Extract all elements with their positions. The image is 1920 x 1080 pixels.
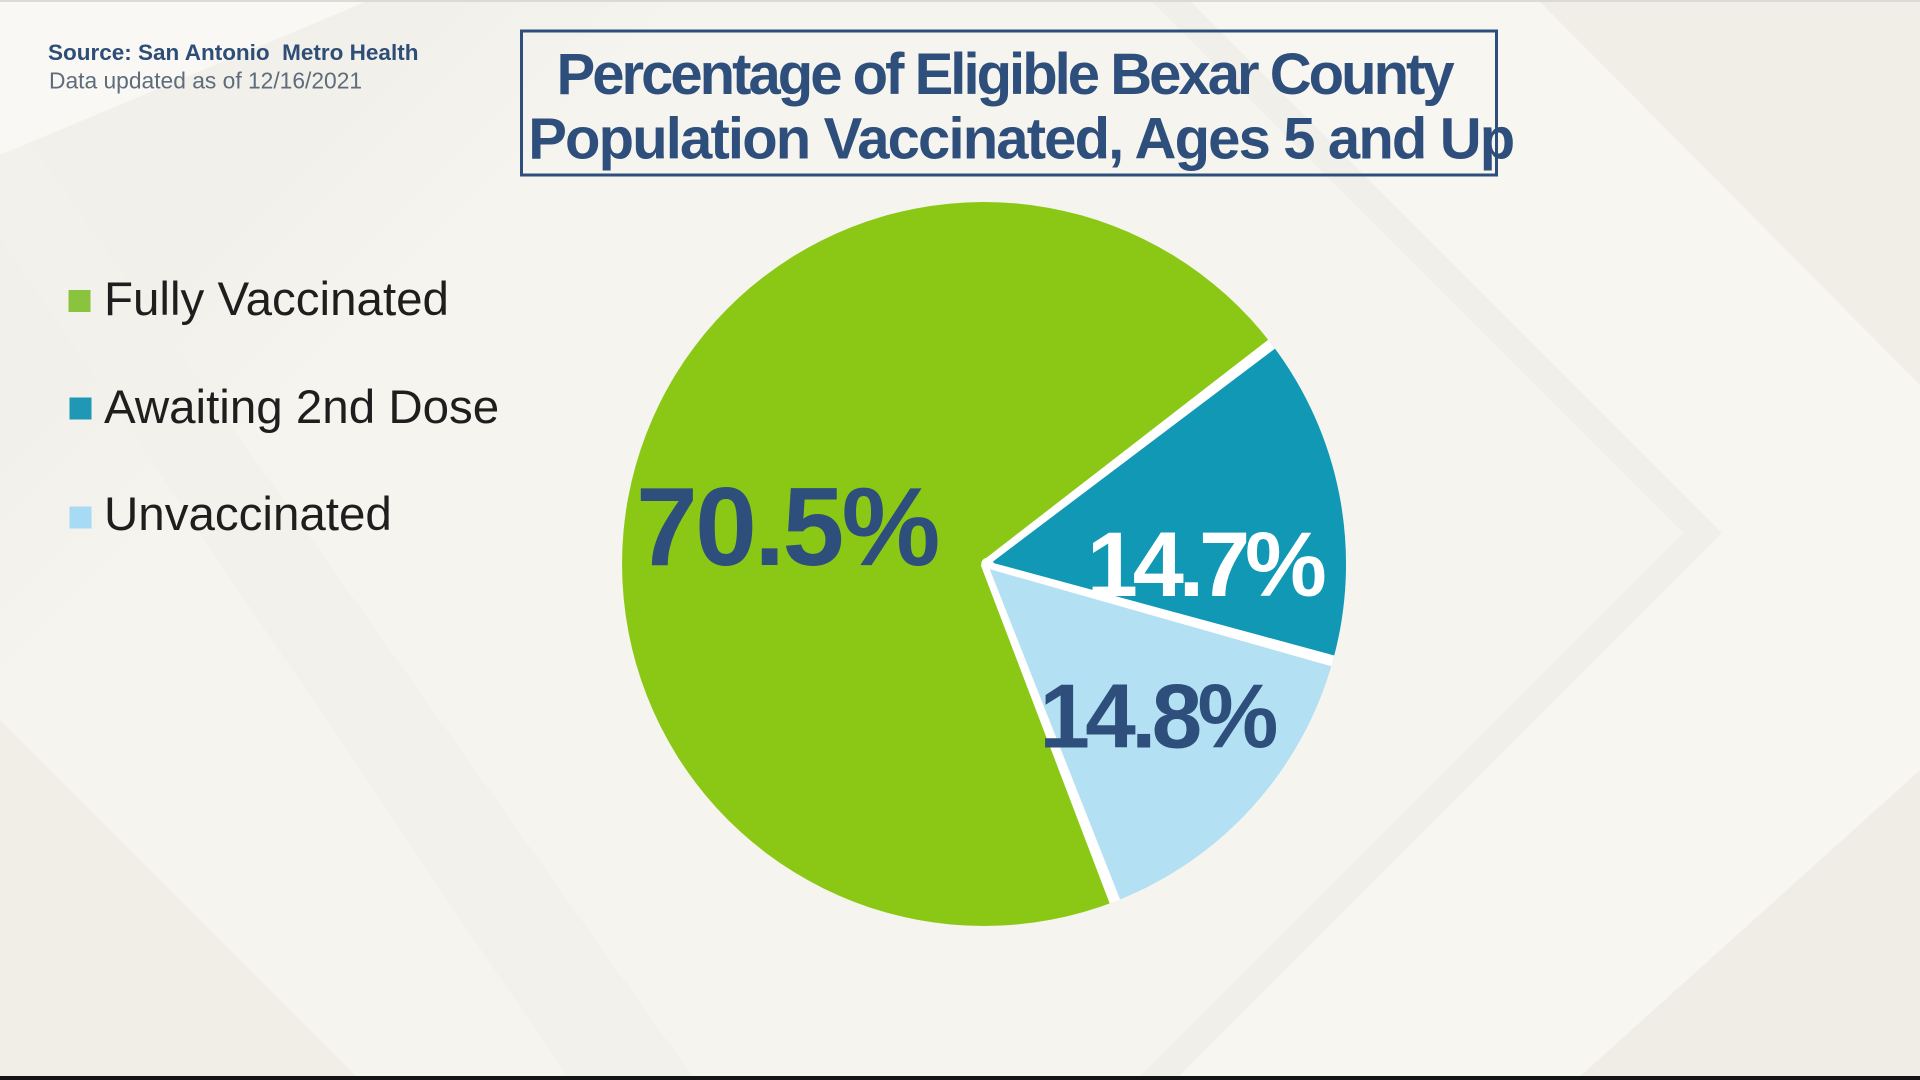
svg-text:70.5%: 70.5%: [636, 465, 938, 589]
svg-text:Data updated as of 12/16/2021: Data updated as of 12/16/2021: [49, 68, 362, 94]
svg-text:Source: San Antonio Metro Hea: Source: San Antonio Metro Health: [48, 40, 418, 65]
svg-text:Fully Vaccinated: Fully Vaccinated: [104, 273, 449, 326]
svg-text:Population Vaccinated, Ages 5: Population Vaccinated, Ages 5 and Up: [528, 107, 1514, 172]
svg-text:Percentage of Eligible Bexar C: Percentage of Eligible Bexar County: [556, 42, 1454, 107]
svg-text:Awaiting 2nd Dose: Awaiting 2nd Dose: [104, 381, 499, 434]
svg-text:Unvaccinated: Unvaccinated: [104, 488, 392, 541]
svg-text:14.7%: 14.7%: [1087, 514, 1325, 616]
svg-text:14.8%: 14.8%: [1039, 667, 1276, 768]
